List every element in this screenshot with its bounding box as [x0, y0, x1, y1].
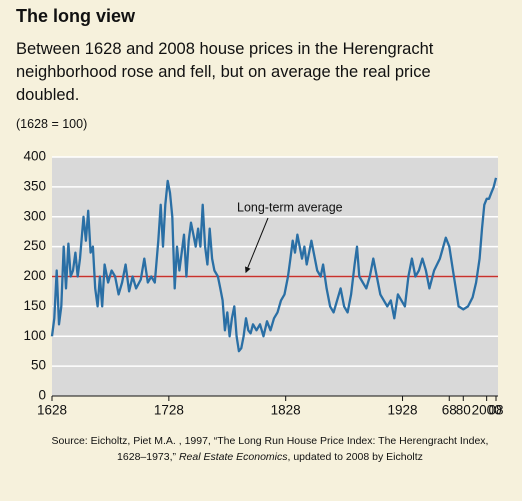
x-tick-label: 68: [442, 403, 457, 418]
x-tick-label: 2000: [472, 403, 502, 418]
x-tick-label: 1728: [154, 403, 184, 418]
y-tick-label: 350: [23, 178, 46, 193]
y-tick-label: 300: [23, 208, 46, 223]
price-line: [50, 177, 498, 353]
y-tick-label: 50: [31, 358, 46, 373]
x-tick-label: 80: [456, 403, 471, 418]
x-tick-label: 1828: [271, 403, 301, 418]
x-tick-label: 08: [488, 403, 503, 418]
annotation: Long-term average: [237, 200, 343, 214]
source-text: Source: Eicholtz, Piet M.A. , 1997, “The…: [51, 435, 489, 463]
annotation-arrow: [245, 217, 269, 274]
y-axis-label: (1628 = 100): [16, 117, 88, 131]
y-tick-label: 150: [23, 298, 46, 313]
y-tick-label: 400: [23, 149, 46, 164]
source: Source: Eicholtz, Piet M.A. , 1997, “The…: [40, 433, 500, 465]
y-tick-label: 200: [23, 268, 46, 283]
x-tick-label: 1928: [388, 403, 418, 418]
y-tick-label: 100: [23, 328, 46, 343]
y-tick-label: 0: [38, 388, 46, 403]
x-tick-label: 1628: [37, 403, 67, 418]
title: The long view: [16, 6, 136, 26]
subtitle: Between 1628 and 2008 house prices in th…: [16, 40, 434, 104]
source-journal: Real Estate Economics: [178, 451, 288, 463]
y-tick-label: 250: [23, 238, 46, 253]
source-text: , updated to 2008 by Eicholtz: [287, 451, 423, 463]
